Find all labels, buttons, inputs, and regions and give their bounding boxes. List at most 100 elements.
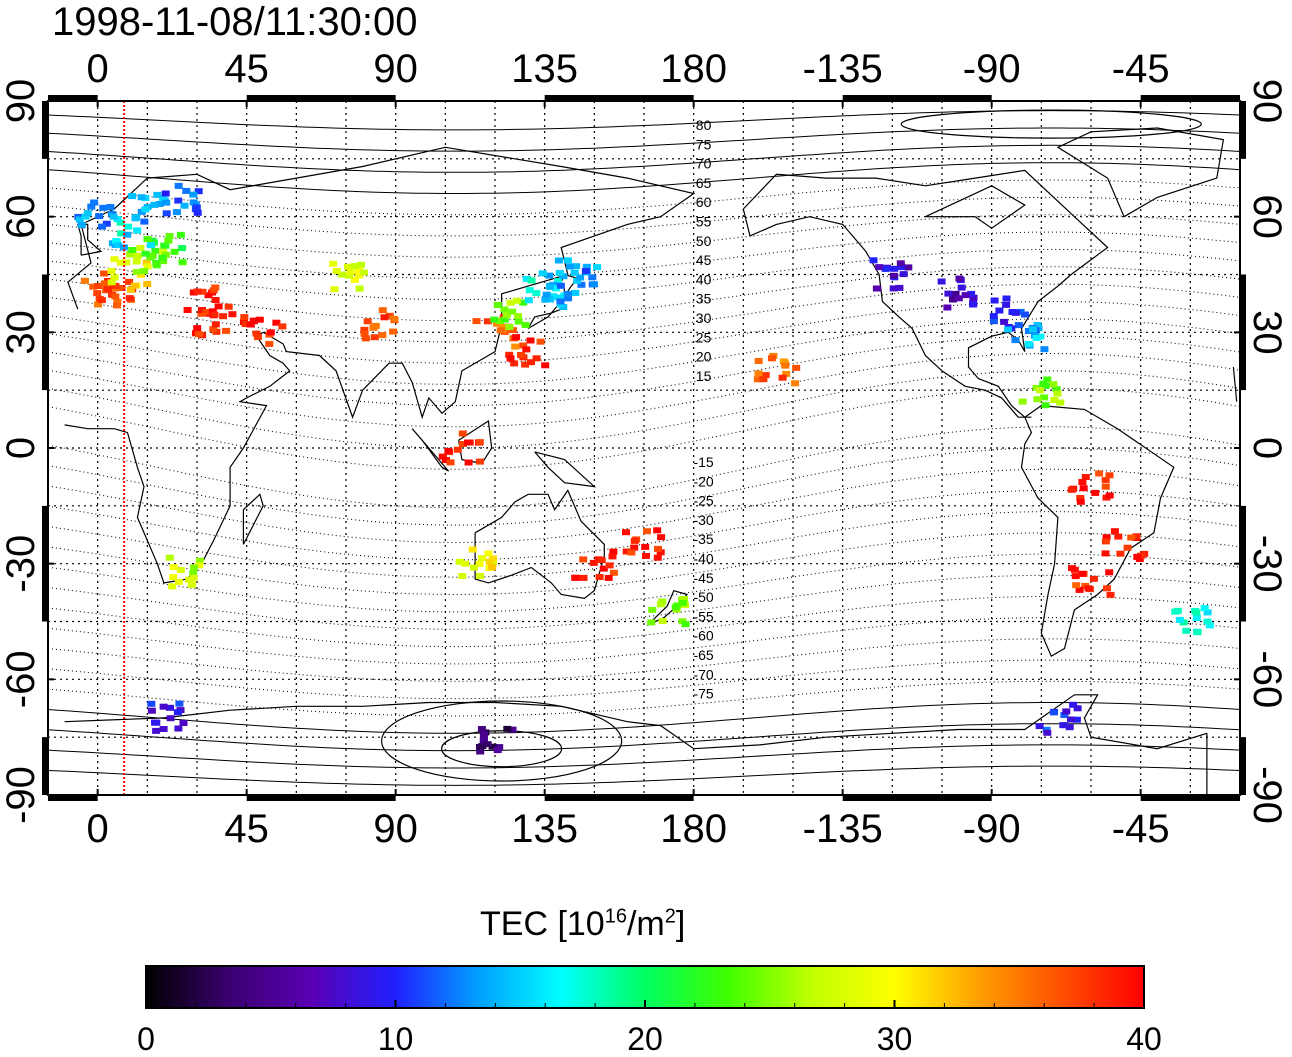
tec-cell [556, 282, 565, 289]
tec-cell [209, 326, 218, 333]
tec-cell [478, 555, 486, 562]
contour-line [48, 553, 1240, 613]
tec-cell [514, 313, 522, 319]
coastline [474, 489, 605, 600]
tec-cell [1062, 708, 1071, 715]
tec-cell [378, 307, 387, 314]
tec-cell [642, 552, 650, 559]
south-pole-contour-outer [381, 700, 623, 782]
tec-cell [102, 220, 111, 227]
tec-cell [566, 263, 575, 270]
tec-cell [1060, 712, 1069, 718]
tec-cell [597, 557, 606, 564]
tec-cell [346, 269, 355, 276]
tec-cell [630, 537, 639, 544]
tec-cell [141, 206, 150, 213]
tec-cell [488, 564, 497, 571]
tec-cell [546, 296, 555, 303]
tec-cell [503, 725, 512, 732]
bottom-axis-tick-label: -45 [1112, 807, 1170, 851]
tec-cell [137, 194, 146, 201]
tec-cell [1076, 495, 1085, 501]
tec-cell [1067, 716, 1075, 723]
tec-cell [477, 726, 486, 732]
tec-cell [266, 329, 275, 336]
tec-cell [754, 358, 763, 364]
contour-label-south: -30 [693, 512, 713, 528]
tec-cell [483, 318, 492, 325]
tec-cell [521, 322, 530, 328]
right-axis-tick-label: 30 [1245, 310, 1289, 355]
tec-cell [1024, 328, 1033, 334]
tec-cell [189, 570, 198, 577]
tec-cell [1105, 492, 1114, 499]
contour-line [48, 214, 1240, 258]
tec-cell [1114, 533, 1123, 540]
tec-cell [350, 276, 359, 283]
contour-label-south: -40 [693, 551, 713, 567]
tec-cell [106, 204, 115, 210]
tec-cell [1032, 334, 1041, 341]
tec-cell [169, 574, 178, 581]
coastline [1056, 127, 1225, 218]
tec-cell [1078, 479, 1087, 485]
tec-cell [489, 555, 498, 562]
tec-cell [648, 606, 657, 613]
tec-cell [361, 335, 370, 342]
tec-cell [563, 257, 572, 264]
top-axis-tick-label: 45 [224, 47, 269, 91]
tec-cell [524, 297, 533, 304]
tec-cell [1123, 544, 1132, 551]
tec-cell [107, 267, 116, 274]
tec-cell [126, 251, 134, 258]
right-axis-tick-label: 0 [1245, 437, 1289, 459]
tec-cell [1101, 550, 1110, 557]
tec-cell [680, 596, 688, 602]
tec-cell [198, 307, 206, 313]
tec-cell [1004, 326, 1013, 333]
tec-cell [166, 715, 175, 722]
tec-cell [193, 325, 202, 332]
tec-cell [194, 188, 203, 195]
tec-cell [159, 258, 168, 265]
tec-cell [476, 748, 485, 755]
tec-cell [1101, 477, 1110, 484]
tec-cell [159, 726, 168, 732]
tec-cell [678, 599, 687, 606]
tec-cell [152, 262, 161, 269]
contour-label-south: -20 [693, 473, 713, 489]
tec-cell [541, 296, 550, 303]
coastline [242, 493, 264, 545]
tec-cell [954, 295, 963, 302]
tec-cell [136, 245, 145, 251]
right-axis-tick-label: -30 [1245, 535, 1289, 593]
coastline [77, 223, 103, 256]
tec-cell [576, 274, 585, 281]
tec-cell [1106, 591, 1115, 598]
tec-cell [168, 583, 177, 590]
tec-cell [151, 719, 159, 726]
tec-cell [211, 321, 220, 328]
tec-cell [182, 187, 191, 194]
tec-cell [83, 210, 92, 217]
tec-cell [479, 737, 488, 743]
tec-cell [656, 601, 665, 608]
tec-cell [969, 294, 978, 301]
colorbar-tick-label: 40 [1126, 1021, 1162, 1057]
tec-cell [538, 270, 547, 277]
tec-cell [1036, 387, 1044, 394]
tec-cell [189, 199, 198, 206]
tec-cell [174, 725, 183, 732]
tec-cell [1102, 534, 1111, 541]
tec-cell [1171, 608, 1180, 615]
contour-line [48, 765, 1240, 786]
tec-cell [100, 280, 109, 287]
tec-cell [110, 274, 119, 281]
tec-cell [604, 574, 613, 581]
tec-cell [1043, 729, 1052, 736]
tec-cell [359, 269, 368, 276]
tec-cell [579, 574, 588, 581]
right-axis-tick-label: 60 [1245, 194, 1289, 239]
contour-label-north: 55 [696, 214, 712, 230]
tec-cell [488, 743, 497, 750]
